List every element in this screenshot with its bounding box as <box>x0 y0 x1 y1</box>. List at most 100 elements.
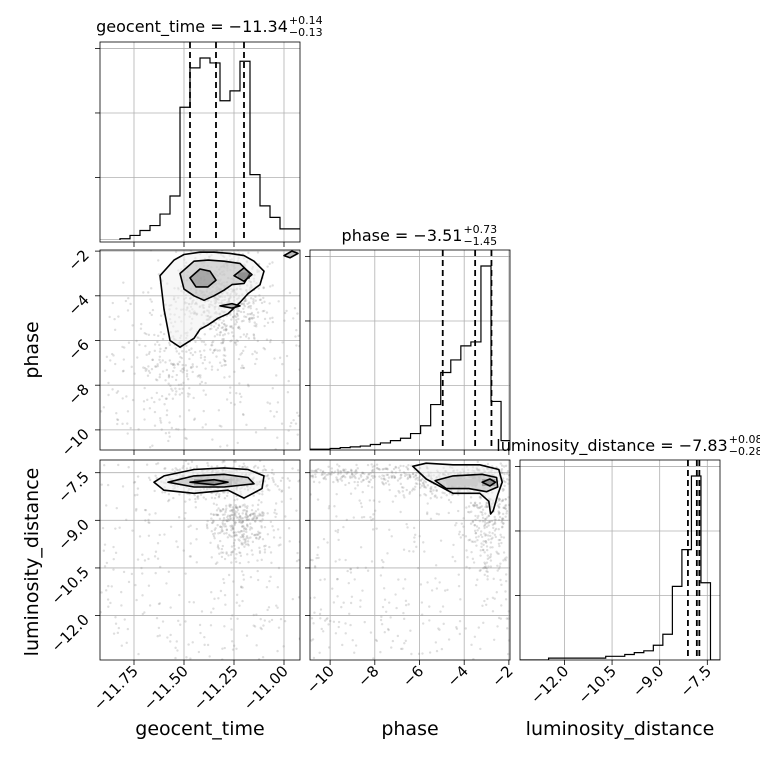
panel-distance-vs-phase-xtick-label: −10 <box>303 662 338 697</box>
panel-distance-vs-phase-sample-point <box>374 638 378 642</box>
panel-distance-vs-geocent-time-sample-point <box>238 539 241 542</box>
panel-distance-vs-geocent-time-sample-point <box>245 534 249 538</box>
panel-distance-vs-phase-sample-point <box>489 553 493 556</box>
panel-distance-vs-phase-sample-point <box>477 514 480 518</box>
panel-phase-vs-geocent-time-sample-point <box>199 374 202 377</box>
panel-phase-vs-geocent-time-sample-point <box>211 351 215 354</box>
panel-phase-vs-geocent-time-sample-point <box>256 311 260 314</box>
panel-distance-vs-phase-sample-point <box>342 601 345 604</box>
panel-distance-vs-phase-sample-point <box>462 525 465 528</box>
panel-distance-vs-geocent-time-sample-point <box>241 520 244 523</box>
panel-distance-vs-geocent-time-sample-point <box>222 581 226 585</box>
panel-distance-vs-phase-sample-point <box>473 635 477 638</box>
panel-distance-vs-phase-sample-point <box>388 463 391 467</box>
panel-phase-vs-geocent-time-sample-point <box>103 369 107 372</box>
panel-phase-vs-geocent-time-sample-point <box>233 403 236 406</box>
panel-distance-vs-geocent-time-sample-point <box>276 485 279 488</box>
panel-distance-vs-phase-sample-point <box>459 598 462 601</box>
panel-distance-vs-phase-sample-point <box>339 477 342 481</box>
panel-distance-vs-geocent-time-sample-point <box>114 527 117 530</box>
panel-distance-vs-phase-sample-point <box>381 566 384 569</box>
panel-phase-vs-geocent-time-sample-point <box>292 418 295 422</box>
panel-distance-vs-phase-sample-point <box>411 472 415 476</box>
panel-distance-vs-geocent-time-sample-point <box>136 475 140 478</box>
panel-distance-vs-geocent-time-sample-point <box>295 509 298 512</box>
panel-distance-vs-phase-sample-point <box>339 469 342 473</box>
panel-phase-vs-geocent-time-sample-point <box>176 363 180 366</box>
panel-distance-vs-phase-sample-point <box>474 536 478 539</box>
panel-distance-vs-geocent-time-sample-point <box>225 528 229 531</box>
panel-phase-vs-geocent-time-sample-point <box>251 352 254 356</box>
panel-distance-vs-phase-sample-point <box>502 551 506 554</box>
panel-distance-vs-phase-sample-point <box>443 492 446 495</box>
panel-distance-vs-phase-sample-point <box>353 470 356 473</box>
hist-geocent-time-bars <box>100 57 300 240</box>
panel-distance-vs-geocent-time-sample-point <box>231 509 234 512</box>
panel-distance-vs-phase-sample-point <box>316 498 320 501</box>
panel-phase-vs-geocent-time-sample-point <box>289 425 292 428</box>
panel-phase-vs-geocent-time-sample-point <box>294 335 297 338</box>
panel-distance-vs-phase-sample-point <box>395 606 398 610</box>
panel-distance-vs-geocent-time-sample-point <box>226 536 230 539</box>
panel-distance-vs-phase-sample-point <box>349 567 352 571</box>
panel-distance-vs-phase-sample-point <box>426 484 430 487</box>
panel-distance-vs-geocent-time-sample-point <box>239 554 243 558</box>
panel-distance-vs-phase-sample-point <box>430 490 433 493</box>
panel-phase-vs-geocent-time-sample-point <box>172 369 175 373</box>
panel-distance-vs-geocent-time-sample-point <box>245 536 248 539</box>
panel-distance-vs-geocent-time-sample-point <box>263 619 266 622</box>
panel-phase-vs-geocent-time-sample-point <box>150 300 153 303</box>
panel-distance-vs-geocent-time-sample-point <box>232 508 236 511</box>
panel-phase-vs-geocent-time-sample-point <box>237 309 241 313</box>
panel-distance-vs-geocent-time-sample-point <box>156 542 160 545</box>
panel-distance-vs-phase-sample-point <box>504 515 507 518</box>
panel-distance-vs-geocent-time-sample-point <box>112 545 115 549</box>
panel-phase-vs-geocent-time-sample-point <box>229 340 232 343</box>
panel-phase-vs-geocent-time-contour-4 <box>219 302 241 309</box>
panel-distance-vs-geocent-time-sample-point <box>148 521 151 524</box>
panel-distance-vs-phase-sample-point <box>476 529 479 532</box>
panel-distance-vs-phase-sample-point <box>319 578 322 582</box>
panel-distance-vs-phase-sample-point <box>402 464 405 468</box>
panel-distance-vs-geocent-time-sample-point <box>235 601 238 604</box>
panel-distance-vs-geocent-time-sample-point <box>114 622 118 625</box>
panel-distance-vs-phase-sample-point <box>503 507 507 510</box>
panel-distance-vs-phase-sample-point <box>350 469 353 472</box>
panel-distance-vs-phase-sample-point <box>382 474 386 478</box>
panel-distance-vs-geocent-time-sample-point <box>141 612 145 616</box>
panel-phase-vs-geocent-time-sample-point <box>234 323 237 326</box>
panel-distance-vs-geocent-time-sample-point <box>112 568 115 571</box>
panel-distance-vs-phase-sample-point <box>502 465 506 468</box>
panel-distance-vs-geocent-time-sample-point <box>147 476 151 480</box>
panel-phase-vs-geocent-time-sample-point <box>126 410 130 413</box>
panel-distance-vs-phase-sample-point <box>380 477 383 480</box>
panel-phase-vs-geocent-time-sample-point <box>159 361 162 364</box>
panel-distance-vs-phase-sample-point <box>312 622 315 625</box>
panel-distance-vs-phase-sample-point <box>402 617 406 621</box>
panel-distance-vs-phase-sample-point <box>390 470 394 473</box>
panel-distance-vs-geocent-time-sample-point <box>231 648 235 651</box>
panel-distance-vs-phase-sample-point <box>494 535 497 539</box>
panel-distance-vs-geocent-time-sample-point <box>253 533 256 537</box>
panel-distance-vs-phase-sample-point <box>503 484 506 488</box>
panel-distance-vs-phase-sample-point <box>349 571 353 574</box>
panel-distance-vs-geocent-time-sample-point <box>257 498 261 502</box>
panel-distance-vs-geocent-time-sample-point <box>233 539 237 542</box>
panel-phase-vs-geocent-time-sample-point <box>142 400 146 403</box>
panel-phase-vs-geocent-time-sample-point <box>143 386 146 390</box>
panel-distance-vs-phase-sample-point <box>509 455 511 457</box>
title-minus: −0.13 <box>289 26 323 39</box>
panel-distance-vs-geocent-time-sample-point <box>297 558 300 562</box>
panel-distance-vs-geocent-time-sample-point <box>259 531 262 535</box>
panel-distance-vs-geocent-time-sample-point <box>288 540 291 543</box>
panel-distance-vs-phase-sample-point <box>319 617 322 620</box>
panel-distance-vs-phase-sample-point <box>323 619 327 622</box>
panel-distance-vs-phase-sample-point <box>336 473 340 476</box>
panel-distance-vs-phase-sample-point <box>504 464 508 468</box>
panel-distance-vs-phase-sample-point <box>371 476 375 480</box>
panel-phase-vs-geocent-time-sample-point <box>158 350 162 353</box>
panel-phase-vs-geocent-time-sample-point <box>225 324 228 327</box>
panel-phase-vs-geocent-time-sample-point <box>238 327 241 330</box>
panel-distance-vs-phase-sample-point <box>446 588 449 592</box>
panel-distance-vs-geocent-time-sample-point <box>161 620 165 623</box>
